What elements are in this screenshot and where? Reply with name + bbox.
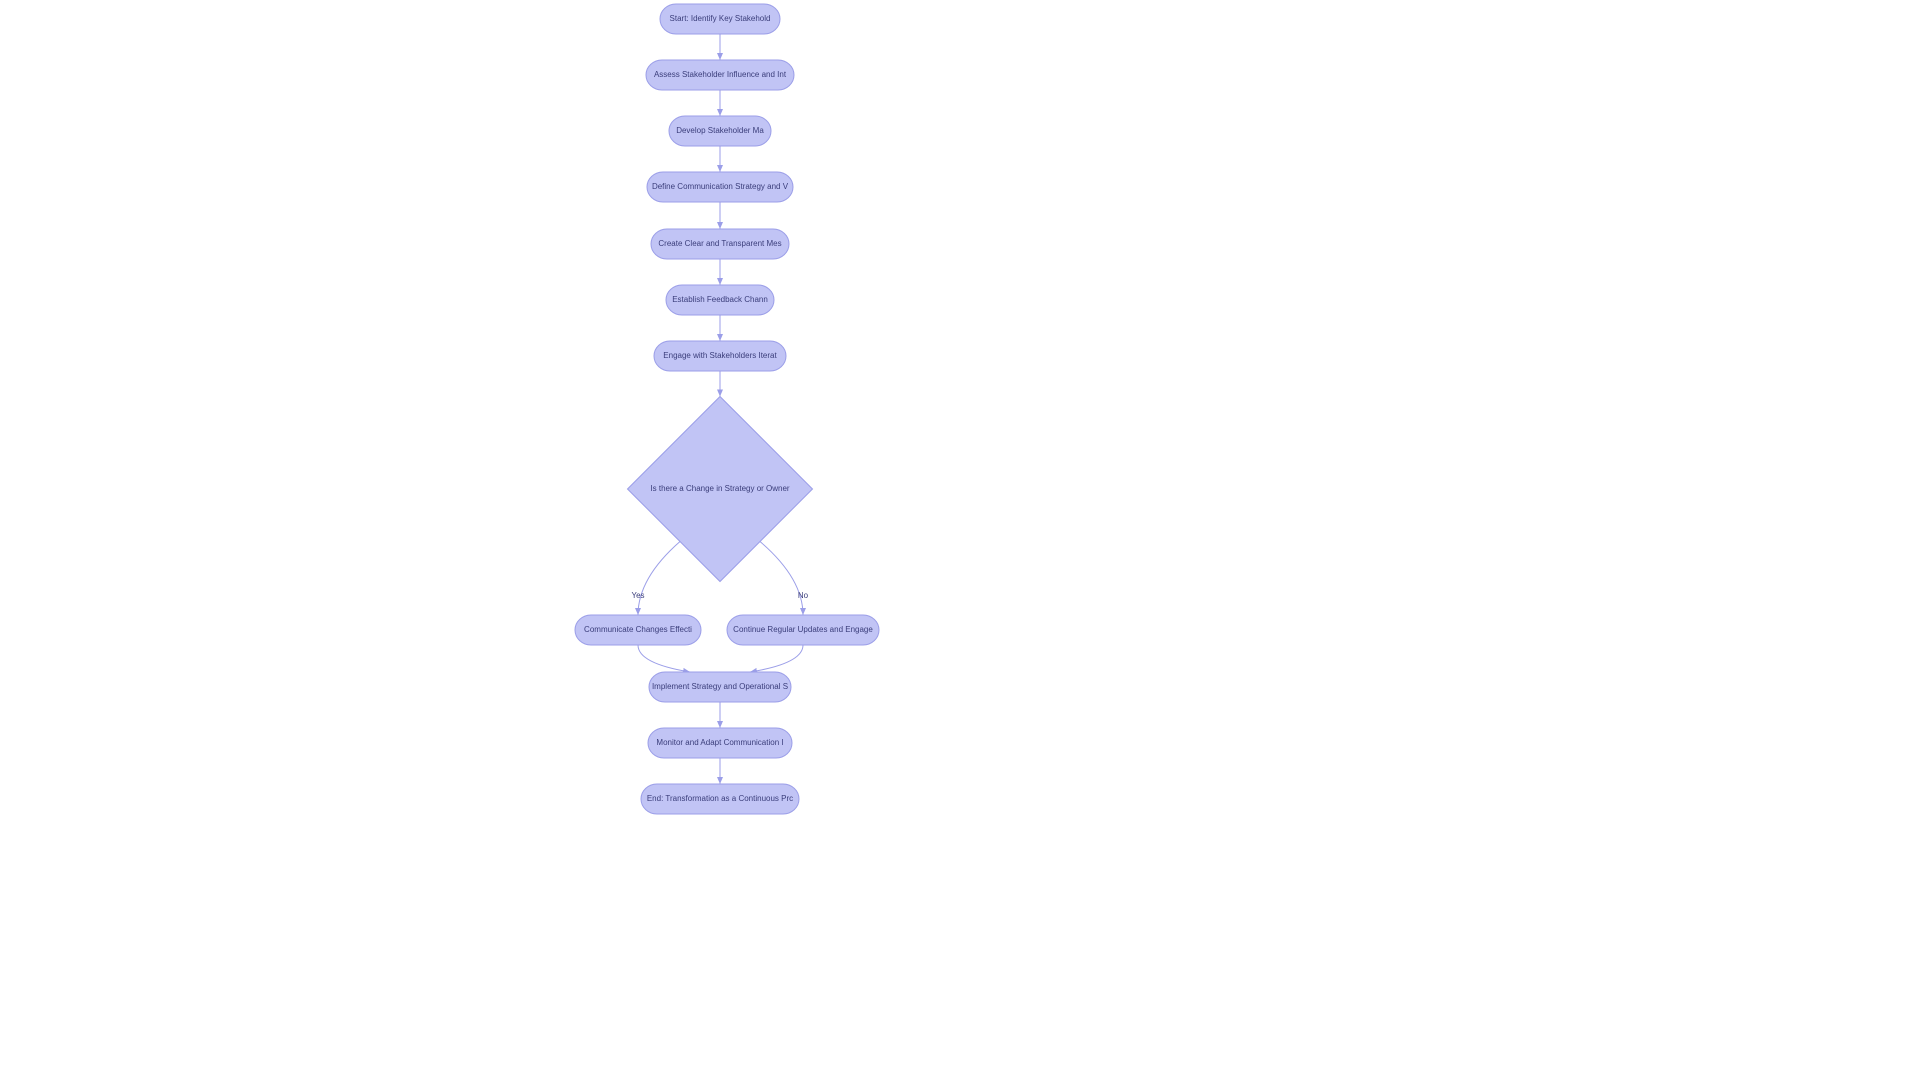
node-label: Implement Strategy and Operational S xyxy=(652,682,788,691)
node-label: Continue Regular Updates and Engage xyxy=(733,625,873,634)
node-label: Communicate Changes Effecti xyxy=(584,625,692,634)
flowchart-node: Engage with Stakeholders Iterat xyxy=(654,341,786,371)
node-label: Monitor and Adapt Communication I xyxy=(656,738,783,747)
node-label: Engage with Stakeholders Iterat xyxy=(663,351,777,360)
flowchart-edge xyxy=(638,645,690,672)
flowchart-node: End: Transformation as a Continuous Prc xyxy=(641,784,799,814)
flowchart-svg: Start: Identify Key Stakehold Assess Stak… xyxy=(0,0,1920,1080)
flowchart-edge xyxy=(750,645,803,672)
flowchart-node: Continue Regular Updates and Engage xyxy=(727,615,879,645)
node-label: End: Transformation as a Continuous Prc xyxy=(647,794,793,803)
flowchart-node: Is there a Change in Strategy or Owner xyxy=(628,397,813,582)
node-label: Establish Feedback Chann xyxy=(672,295,768,304)
flowchart-edge xyxy=(760,542,803,616)
flowchart-node: Develop Stakeholder Ma xyxy=(669,116,771,146)
flowchart-node: Monitor and Adapt Communication I xyxy=(648,728,792,758)
node-label: Is there a Change in Strategy or Owner xyxy=(650,484,790,493)
edge-label: Yes xyxy=(631,591,644,600)
flowchart-node: Define Communication Strategy and V xyxy=(647,172,793,202)
node-label: Create Clear and Transparent Mes xyxy=(658,239,781,248)
edge-label: No xyxy=(798,591,809,600)
flowchart-node: Assess Stakeholder Influence and Int xyxy=(646,60,794,90)
flowchart-node: Establish Feedback Chann xyxy=(666,285,774,315)
flowchart-edge xyxy=(638,542,680,616)
flowchart-node: Start: Identify Key Stakehold xyxy=(660,4,780,34)
node-label: Develop Stakeholder Ma xyxy=(676,126,764,135)
node-label: Assess Stakeholder Influence and Int xyxy=(654,70,787,79)
node-label: Define Communication Strategy and V xyxy=(652,182,789,191)
flowchart-node: Implement Strategy and Operational S xyxy=(649,672,791,702)
node-label: Start: Identify Key Stakehold xyxy=(670,14,771,23)
flowchart-node: Create Clear and Transparent Mes xyxy=(651,229,789,259)
flowchart-node: Communicate Changes Effecti xyxy=(575,615,701,645)
